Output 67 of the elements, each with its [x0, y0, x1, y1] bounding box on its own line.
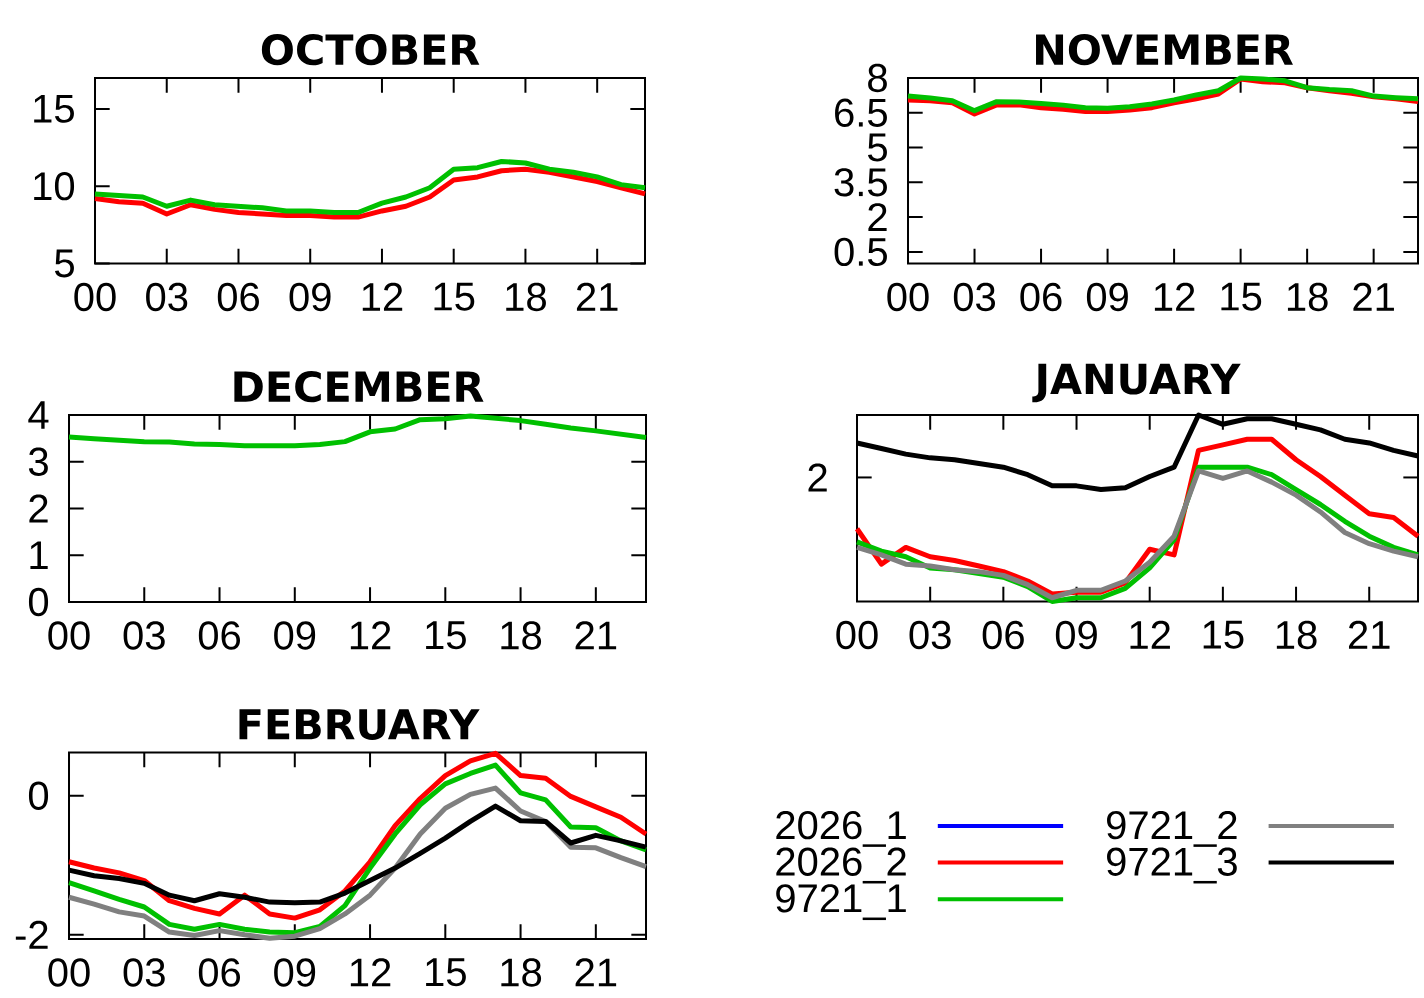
x-tick-label: 18	[506, 282, 546, 312]
x-tick-label: 15	[1203, 620, 1244, 649]
y-tick-label: 0	[28, 781, 49, 810]
legend-label: 9721_3	[1107, 847, 1237, 884]
y-tick-label: 6.5	[835, 98, 887, 127]
y-tick-label: 15	[34, 94, 74, 123]
y-tick-label: 0.5	[834, 237, 887, 267]
y-tick-label: 5	[867, 133, 887, 162]
chart-title: OCTOBER	[261, 34, 480, 66]
y-tick-label: 2	[868, 203, 887, 232]
x-tick-label: 00	[74, 282, 116, 312]
chart-title: NOVEMBER	[1036, 34, 1293, 66]
x-tick-label: 06	[1020, 282, 1062, 312]
y-tick-label: 8	[868, 63, 887, 93]
legend-label: 2026_2	[776, 847, 906, 884]
x-tick-label: 03	[123, 958, 165, 987]
x-tick-label: 21	[576, 282, 618, 311]
x-tick-label: 21	[1348, 620, 1390, 649]
y-tick-label: 5	[54, 249, 74, 278]
y-tick-label: 3	[28, 447, 48, 476]
x-tick-label: 21	[575, 621, 617, 650]
x-tick-label: 09	[289, 282, 331, 312]
x-tick-label: 09	[274, 958, 316, 987]
x-tick-label: 03	[123, 621, 165, 650]
x-tick-label: 06	[198, 958, 241, 987]
x-tick-label: 15	[434, 282, 475, 311]
x-tick-label: 00	[836, 620, 878, 650]
y-tick-label: -2	[15, 920, 48, 949]
x-tick-label: 12	[362, 282, 403, 311]
x-tick-label: 03	[146, 282, 188, 312]
x-tick-label: 18	[1276, 620, 1317, 650]
x-tick-label: 18	[1287, 282, 1328, 312]
legend-label: 9721_1	[776, 884, 906, 921]
x-tick-label: 06	[217, 282, 259, 312]
y-tick-label: 1	[30, 541, 48, 569]
x-tick-label: 15	[426, 621, 466, 650]
chart-title: DECEMBER	[234, 371, 484, 403]
x-tick-label: 18	[501, 958, 542, 987]
x-tick-label: 12	[350, 621, 391, 650]
chart-title: JANUARY	[1032, 363, 1241, 403]
x-tick-label: 15	[1221, 282, 1262, 311]
x-tick-label: 15	[426, 958, 466, 987]
y-tick-label: 10	[34, 172, 75, 201]
legend-label: 9721_2	[1107, 810, 1237, 847]
x-tick-label: 21	[575, 958, 617, 987]
x-tick-label: 06	[982, 620, 1024, 650]
x-tick-label: 00	[48, 621, 90, 650]
y-tick-label: 2	[29, 494, 48, 523]
x-tick-label: 12	[1154, 282, 1195, 311]
x-tick-label: 00	[48, 958, 90, 987]
x-tick-label: 18	[501, 621, 542, 650]
x-tick-label: 03	[909, 620, 951, 650]
chart-title: FEBRUARY	[239, 709, 480, 740]
x-tick-label: 12	[350, 958, 391, 987]
y-tick-label: 4	[28, 401, 49, 429]
x-tick-label: 06	[198, 621, 241, 650]
x-tick-label: 21	[1353, 282, 1394, 311]
x-tick-label: 09	[1086, 282, 1128, 312]
y-tick-label: 0	[28, 587, 49, 617]
x-tick-label: 12	[1130, 620, 1170, 649]
y-tick-label: 3.5	[834, 168, 887, 197]
x-tick-label: 00	[887, 282, 929, 312]
text: 2	[808, 463, 827, 492]
x-tick-label: 03	[953, 282, 996, 312]
x-tick-label: 09	[274, 621, 316, 650]
legend-label: 2026_1	[776, 810, 906, 847]
x-tick-label: 09	[1055, 620, 1097, 650]
